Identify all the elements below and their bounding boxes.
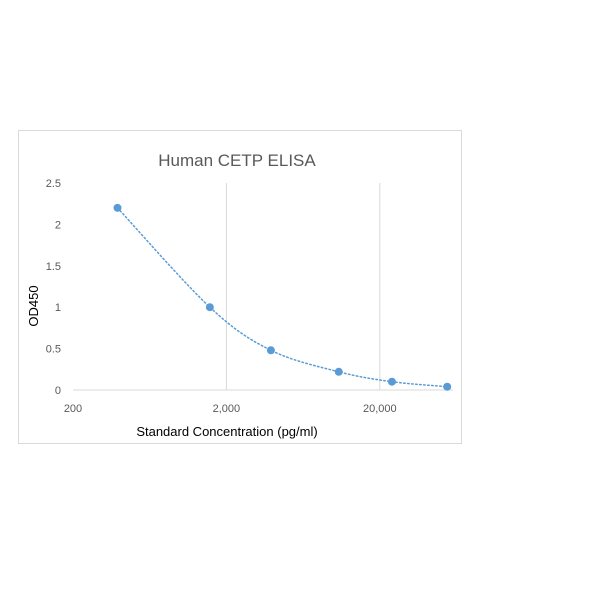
y-tick-label: 1.5	[46, 261, 61, 273]
trendline	[116, 207, 448, 388]
data-point	[387, 377, 396, 386]
data-point	[205, 303, 214, 312]
data-point	[113, 203, 122, 212]
x-tick-label: 200	[64, 403, 82, 415]
gridlines	[225, 183, 381, 390]
data-point	[334, 367, 343, 376]
y-axis-label: OD450	[26, 285, 41, 326]
chart-area: Human CETP ELISA 200 2,000 20,000 0 0.5 1 1.5 2…	[18, 130, 462, 444]
tick-labels: 200 2,000 20,000 0 0.5 1 1.5 2 2.5	[46, 178, 397, 415]
y-tick-label: 0.5	[46, 344, 61, 356]
x-axis-label: Standard Concentration (pg/ml)	[136, 424, 317, 439]
y-tick-label: 0	[55, 385, 61, 397]
data-point	[266, 346, 275, 355]
chart-svg: Human CETP ELISA 200 2,000 20,00000.511.52…	[26, 151, 453, 439]
x-tick-label: 20,000	[363, 403, 397, 415]
data-points	[113, 203, 452, 391]
x-tick-label: 2,000	[213, 403, 241, 415]
y-tick-label: 1	[55, 302, 61, 314]
chart-title: Human CETP ELISA	[158, 151, 316, 170]
data-point	[443, 382, 452, 391]
y-tick-label: 2.5	[46, 178, 61, 190]
y-tick-label: 2	[55, 219, 61, 231]
